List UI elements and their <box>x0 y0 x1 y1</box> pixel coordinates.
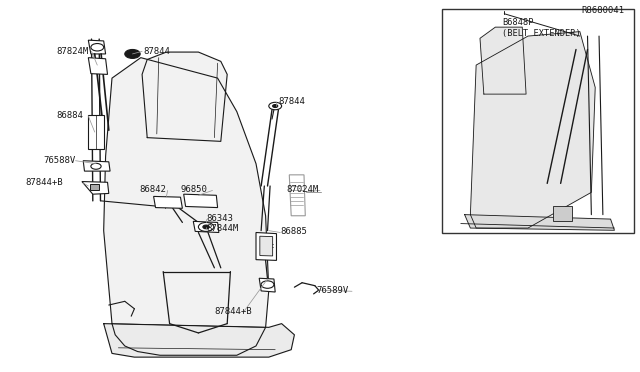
Polygon shape <box>83 161 110 171</box>
Text: 87844+B: 87844+B <box>214 307 252 316</box>
Polygon shape <box>289 175 305 216</box>
Polygon shape <box>465 215 614 230</box>
Text: 87024M: 87024M <box>287 185 319 194</box>
Text: 96850: 96850 <box>180 185 207 194</box>
Polygon shape <box>104 324 294 357</box>
Text: 86842: 86842 <box>140 185 166 194</box>
Polygon shape <box>184 194 218 208</box>
Polygon shape <box>142 52 227 141</box>
Circle shape <box>203 225 209 229</box>
Text: 87844+B: 87844+B <box>26 178 63 187</box>
Text: 87844: 87844 <box>278 97 305 106</box>
Polygon shape <box>88 115 104 149</box>
Polygon shape <box>88 40 106 54</box>
Polygon shape <box>154 196 182 208</box>
Circle shape <box>129 52 136 56</box>
Text: R8680041: R8680041 <box>581 6 624 15</box>
Text: 86343: 86343 <box>206 214 233 223</box>
Polygon shape <box>82 182 109 194</box>
Text: 87844: 87844 <box>143 47 170 56</box>
Polygon shape <box>256 232 276 260</box>
Polygon shape <box>260 236 273 256</box>
Text: 76588V: 76588V <box>44 156 76 165</box>
Polygon shape <box>104 58 269 355</box>
Text: B6848P
(BELT EXTENDER): B6848P (BELT EXTENDER) <box>502 18 580 38</box>
Polygon shape <box>553 206 572 221</box>
Text: 76589V: 76589V <box>317 286 349 295</box>
Polygon shape <box>470 32 595 228</box>
Text: 86885: 86885 <box>280 227 307 236</box>
Circle shape <box>273 105 278 108</box>
Polygon shape <box>88 58 108 74</box>
Polygon shape <box>193 221 219 232</box>
Polygon shape <box>259 278 275 292</box>
Polygon shape <box>480 27 526 94</box>
Bar <box>442 9 634 232</box>
Polygon shape <box>90 184 99 190</box>
Circle shape <box>125 49 140 58</box>
Text: 86884: 86884 <box>56 111 83 120</box>
Text: 87844M: 87844M <box>206 224 238 233</box>
Text: 87824M: 87824M <box>56 47 88 56</box>
